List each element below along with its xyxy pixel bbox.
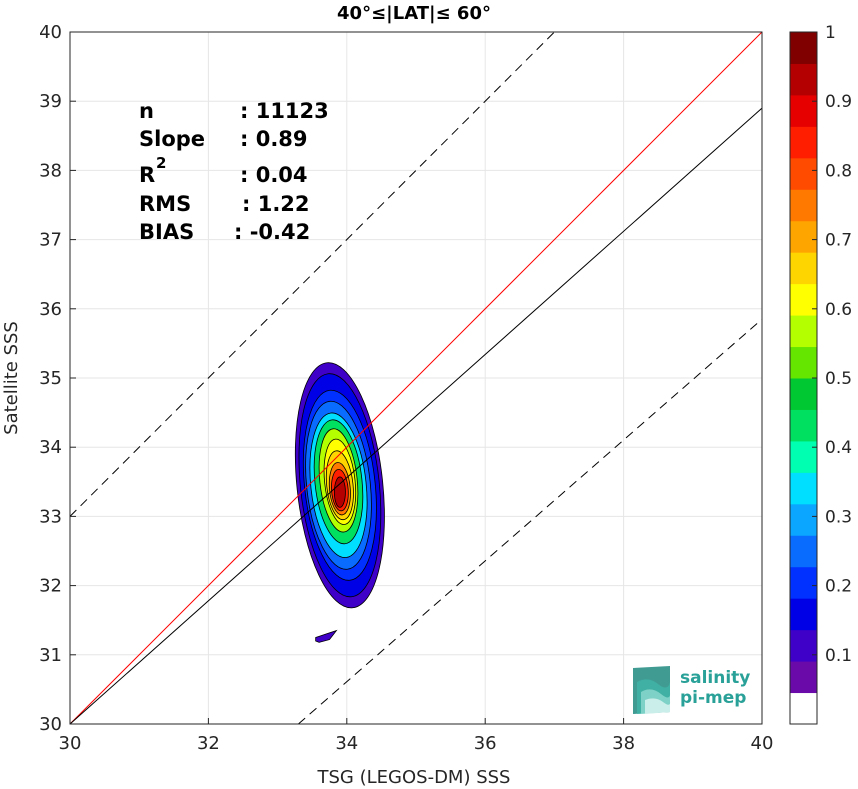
stat-n-value: : 11123 xyxy=(240,99,329,123)
colorbar-swatch xyxy=(790,283,817,316)
axis-ticks: 30 32 34 36 38 40 30 31 32 33 34 35 36 37 38 39 40 xyxy=(39,22,773,754)
colorbar-label: 1 xyxy=(825,23,836,43)
stat-slope-label: Slope xyxy=(139,127,205,151)
logo-wave-icon xyxy=(633,666,671,714)
colorbar-swatch xyxy=(790,409,817,442)
stat-r2-superscript: 2 xyxy=(156,154,166,172)
line-one-to-one xyxy=(69,31,763,725)
y-axis-label: Satellite SSS xyxy=(1,321,22,435)
x-axis-label: TSG (LEGOS-DM) SSS xyxy=(317,767,511,788)
colorbar-swatch xyxy=(790,157,817,190)
y-tick-label: 34 xyxy=(39,437,62,458)
y-tick-label: 33 xyxy=(39,506,62,527)
line-fit xyxy=(69,107,763,725)
x-tick-label: 38 xyxy=(612,733,635,754)
x-tick-label: 34 xyxy=(335,733,358,754)
colorbar-swatch xyxy=(790,692,817,725)
colorbar-label: 0.1 xyxy=(825,646,852,666)
chart-title: 40°≤|LAT|≤ 60° xyxy=(337,3,491,24)
colorbar-swatch xyxy=(790,252,817,285)
colorbar-swatch xyxy=(790,63,817,96)
y-tick-label: 40 xyxy=(39,22,62,43)
colorbar-swatch xyxy=(790,440,817,473)
logo-line2: pi-mep xyxy=(680,688,746,708)
y-tick-label: 35 xyxy=(39,368,62,389)
colorbar-swatch xyxy=(790,189,817,222)
colorbar-label: 0.4 xyxy=(825,438,852,458)
colorbar: 0.1 0.2 0.3 0.4 0.5 0.6 0.7 0.8 0.9 1 xyxy=(789,23,852,725)
colorbar-swatch xyxy=(790,535,817,568)
salinity-pi-mep-logo: salinity pi-mep xyxy=(633,666,750,714)
colorbar-label: 0.5 xyxy=(825,369,852,389)
colorbar-label: 0.9 xyxy=(825,92,852,112)
colorbar-swatch xyxy=(790,566,817,599)
stat-rms-value: : 1.22 xyxy=(242,192,310,216)
reference-lines xyxy=(69,31,763,725)
x-tick-label: 36 xyxy=(474,733,497,754)
line-lower-bound xyxy=(298,318,763,725)
stats-box: n : 11123 Slope : 0.89 R 2 : 0.04 RMS : … xyxy=(139,99,329,244)
y-tick-label: 39 xyxy=(39,91,62,112)
grid-layer xyxy=(69,31,763,725)
y-tick-label: 36 xyxy=(39,299,62,320)
colorbar-swatch xyxy=(790,661,817,694)
colorbar-label: 0.2 xyxy=(825,577,852,597)
colorbar-swatch xyxy=(790,126,817,159)
stat-bias-label: BIAS xyxy=(139,220,194,244)
contour-level xyxy=(333,476,346,508)
line-upper-bound xyxy=(69,31,555,517)
x-tick-label: 30 xyxy=(59,733,82,754)
colorbar-swatch xyxy=(790,346,817,379)
stat-n-label: n xyxy=(139,99,154,123)
colorbar-swatch xyxy=(790,378,817,410)
colorbar-swatch xyxy=(790,629,817,662)
colorbar-swatch xyxy=(790,472,817,505)
contour-island xyxy=(315,629,338,643)
y-tick-label: 32 xyxy=(39,576,62,597)
y-tick-label: 37 xyxy=(39,230,62,251)
colorbar-label: 0.7 xyxy=(825,231,852,251)
stat-r2-label: R xyxy=(139,163,155,187)
stat-rms-label: RMS xyxy=(139,192,191,216)
y-tick-label: 31 xyxy=(39,645,62,666)
logo-line1: salinity xyxy=(680,668,750,688)
stat-r2-value: : 0.04 xyxy=(240,163,308,187)
colorbar-swatch xyxy=(790,503,817,536)
stat-bias-value: : -0.42 xyxy=(234,220,310,244)
y-tick-label: 30 xyxy=(39,714,62,735)
colorbar-swatch xyxy=(790,220,817,253)
density-contours xyxy=(294,362,385,643)
colorbar-swatch xyxy=(790,32,817,64)
colorbar-label: 0.8 xyxy=(825,161,852,181)
colorbar-swatch xyxy=(790,315,817,348)
colorbar-swatch xyxy=(790,94,817,127)
colorbar-label: 0.3 xyxy=(825,507,852,527)
colorbar-swatch xyxy=(790,598,817,631)
stat-slope-value: : 0.89 xyxy=(240,127,308,151)
colorbar-label: 0.6 xyxy=(825,300,852,320)
x-tick-label: 32 xyxy=(197,733,220,754)
x-tick-label: 40 xyxy=(751,733,774,754)
y-tick-label: 38 xyxy=(39,160,62,181)
